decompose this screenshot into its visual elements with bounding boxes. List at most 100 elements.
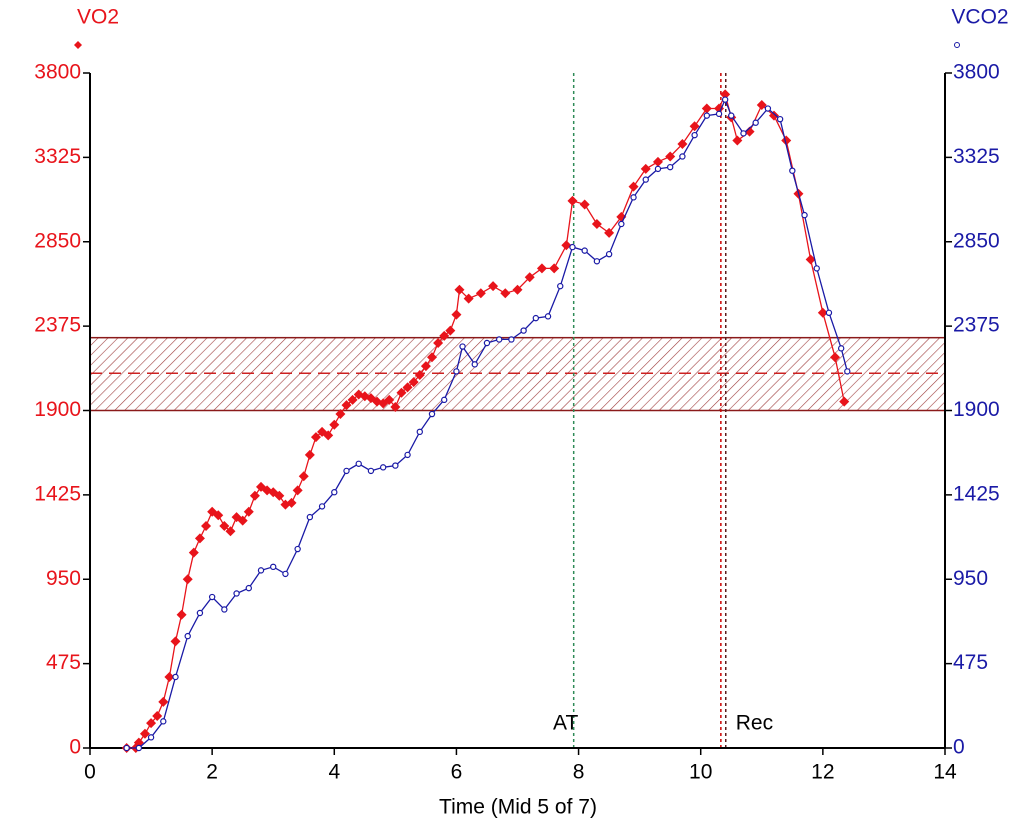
point (677, 139, 688, 150)
point (714, 103, 725, 114)
point (715, 110, 723, 118)
y-tick-label: 1900 (34, 398, 81, 421)
x-tick-label: 0 (84, 761, 96, 784)
point (756, 99, 767, 110)
point (471, 361, 478, 368)
point (335, 409, 346, 420)
point (392, 462, 399, 469)
point (176, 609, 187, 620)
x-tick-label: 14 (933, 761, 957, 784)
marker-label: Rec (736, 712, 773, 735)
point (604, 227, 615, 238)
point (451, 309, 462, 320)
y2-tick-label: 950 (953, 567, 988, 590)
point (475, 288, 486, 299)
point (524, 272, 535, 283)
point (404, 451, 411, 459)
point (776, 115, 784, 123)
y-tick-label: 2375 (34, 314, 81, 337)
y-tick-label: 950 (46, 567, 81, 590)
point (453, 368, 460, 375)
point (298, 471, 309, 482)
point (318, 503, 326, 510)
point (233, 590, 240, 597)
point (158, 696, 169, 707)
point (304, 449, 315, 460)
point (781, 135, 792, 146)
point (237, 515, 248, 526)
point (459, 343, 466, 350)
point (196, 609, 204, 617)
band (89, 336, 946, 412)
point (282, 570, 289, 578)
point (139, 728, 150, 739)
x-tick-label: 4 (328, 761, 340, 784)
point (270, 563, 277, 571)
point (830, 352, 841, 363)
point (294, 545, 301, 553)
point (384, 394, 395, 405)
point (225, 526, 236, 537)
y-tick-label: 1425 (34, 482, 81, 505)
point (813, 265, 820, 272)
point (825, 309, 833, 317)
point (306, 513, 314, 521)
y2-tick-label: 3800 (953, 61, 1000, 84)
series-title: VO2 (77, 6, 119, 29)
point (286, 497, 297, 508)
marker-label: AT (553, 712, 578, 735)
point (188, 547, 199, 558)
point (652, 156, 663, 167)
point (732, 135, 743, 146)
point (618, 220, 625, 228)
y2-tick-label: 2850 (953, 229, 1000, 252)
point (591, 218, 602, 229)
point (379, 464, 387, 471)
point (769, 110, 779, 121)
point (249, 490, 260, 501)
x-axis-title: Time (Mid 5 of 7) (439, 796, 597, 819)
point (402, 382, 413, 393)
point (164, 671, 175, 682)
y-tick-label: 475 (46, 651, 81, 674)
point (679, 153, 686, 160)
point (323, 430, 334, 441)
point (532, 314, 540, 322)
point (182, 574, 193, 585)
point (160, 718, 167, 725)
point (666, 163, 674, 171)
point (520, 327, 527, 334)
y2-tick-label: 1425 (953, 482, 1000, 505)
point (274, 490, 285, 501)
point (817, 307, 828, 318)
y2-tick-label: 2375 (953, 314, 1000, 337)
point (355, 460, 362, 467)
point (172, 673, 179, 681)
point (245, 584, 252, 592)
point (721, 96, 729, 103)
point (347, 394, 358, 405)
point (630, 194, 637, 201)
point (508, 336, 515, 343)
point (463, 293, 474, 304)
point (184, 632, 191, 640)
point (135, 744, 143, 752)
y-tick-label: 2850 (34, 229, 81, 252)
series-line (126, 97, 848, 749)
point (221, 606, 228, 613)
point (441, 396, 448, 404)
point (593, 258, 601, 265)
point (194, 533, 205, 544)
point (844, 368, 851, 375)
y2-tick-label: 475 (953, 651, 988, 674)
point (146, 718, 157, 729)
point (331, 489, 338, 496)
point (579, 199, 590, 210)
point (561, 240, 572, 251)
point (390, 401, 401, 412)
point (329, 419, 340, 430)
point (549, 263, 560, 274)
point (567, 195, 578, 206)
point (243, 506, 254, 517)
